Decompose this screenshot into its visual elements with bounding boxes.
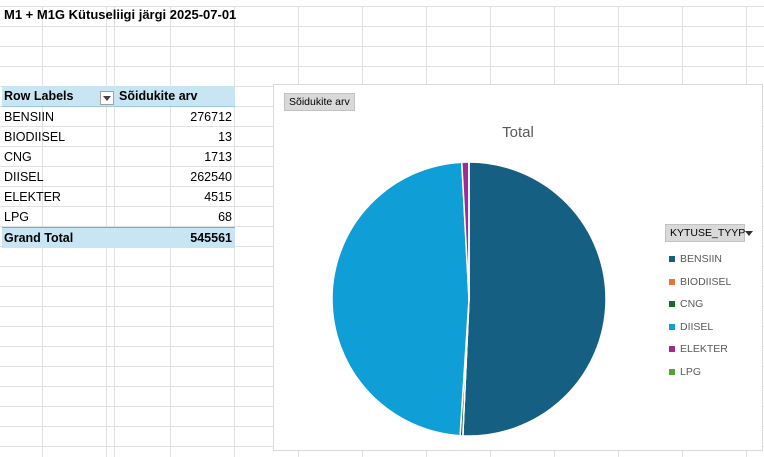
legend-swatch (669, 278, 675, 285)
pie-chart[interactable]: Sõidukite arv Total KYTUSE_TYYP BENSIIN B… (273, 84, 763, 451)
pivot-row-label: BIODIISEL (4, 130, 66, 144)
pie-slice-bensiin[interactable] (462, 161, 607, 437)
legend-swatch (669, 368, 675, 375)
legend-swatch (669, 256, 675, 263)
chart-title[interactable]: Total (502, 124, 534, 141)
values-header[interactable]: Sõidukite arv (119, 89, 198, 103)
pivot-row-label: CNG (4, 150, 32, 164)
legend-entry[interactable]: BENSIIN (665, 248, 760, 271)
pivot-row-label: ELEKTER (4, 190, 61, 204)
pivot-row-label: LPG (4, 210, 30, 224)
pie-slice-diisel[interactable] (331, 161, 470, 437)
legend-label: CNG (680, 298, 704, 311)
legend-label: ELEKTER (680, 343, 728, 356)
legend-entry[interactable]: DIISEL (665, 316, 760, 339)
pivot-row-value: 68 (218, 210, 232, 224)
pivot-row[interactable]: CNG 1713 (2, 147, 235, 167)
legend-swatch (669, 323, 675, 330)
chevron-down-icon[interactable] (745, 230, 754, 236)
pivot-row[interactable]: ELEKTER 4515 (2, 187, 235, 207)
legend-swatch (669, 346, 675, 353)
sheet-title[interactable]: M1 + M1G Kütuseliigi järgi 2025-07-01 (4, 7, 237, 22)
grand-total-value: 545561 (190, 231, 232, 245)
pivot-table[interactable]: Row Labels Sõidukite arv BENSIIN 276712 BI… (2, 86, 235, 248)
pivot-row-value: 13 (218, 130, 232, 144)
pivot-row-label: BENSIIN (4, 110, 55, 124)
legend-label: LPG (680, 365, 702, 378)
legend-field-button[interactable]: KYTUSE_TYYP (665, 224, 754, 242)
row-labels-filter-dropdown[interactable] (100, 91, 114, 105)
legend-label: BENSIIN (680, 253, 723, 266)
pivot-row[interactable]: BENSIIN 276712 (2, 107, 235, 127)
legend-label: BIODIISEL (680, 275, 732, 288)
grand-total-label: Grand Total (4, 231, 74, 245)
legend-items: BENSIIN BIODIISEL CNG DIISEL ELEKTER LPG (665, 248, 760, 383)
pivot-row-value: 276712 (190, 110, 232, 124)
chart-legend[interactable]: KYTUSE_TYYP BENSIIN BIODIISEL CNG DIISEL ELE… (665, 224, 760, 383)
legend-entry[interactable]: LPG (665, 361, 760, 384)
pivot-row-value: 262540 (190, 170, 232, 184)
pivot-row[interactable]: LPG 68 (2, 207, 235, 227)
legend-entry[interactable]: CNG (665, 293, 760, 316)
pivot-header: Row Labels Sõidukite arv (2, 86, 235, 107)
row-labels-header[interactable]: Row Labels (4, 89, 74, 103)
legend-entry[interactable]: BIODIISEL (665, 271, 760, 294)
pivot-row-value: 1713 (204, 150, 232, 164)
pivot-rows: BENSIIN 276712 BIODIISEL 13 CNG 1713 DIISEL 262… (2, 107, 235, 227)
value-field-button[interactable]: Sõidukite arv (284, 93, 355, 111)
grid-top-strip (0, 0, 764, 6)
legend-label: DIISEL (680, 320, 714, 333)
pivot-row[interactable]: DIISEL 262540 (2, 167, 235, 187)
pivot-row-label: DIISEL (4, 170, 44, 184)
legend-entry[interactable]: ELEKTER (665, 338, 760, 361)
legend-field-label: KYTUSE_TYYP (670, 227, 746, 239)
pie-plot-area[interactable] (274, 85, 762, 450)
pivot-row[interactable]: BIODIISEL 13 (2, 127, 235, 147)
pivot-row-value: 4515 (204, 190, 232, 204)
grand-total-row[interactable]: Grand Total 545561 (2, 227, 235, 248)
legend-swatch (669, 301, 675, 308)
